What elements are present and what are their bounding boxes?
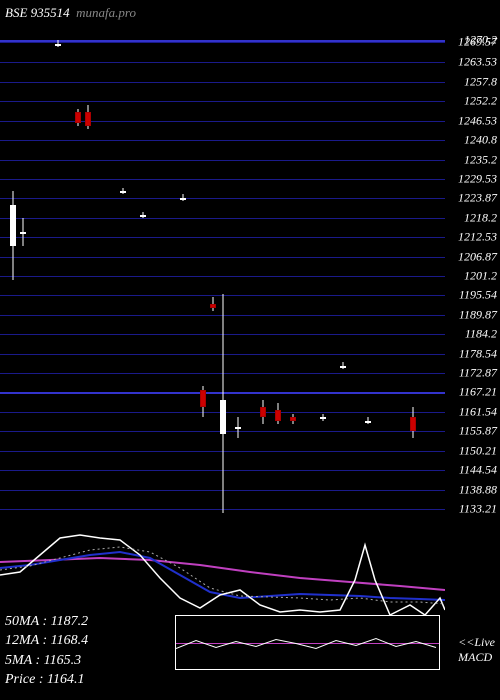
magenta-line xyxy=(0,558,445,590)
chart-header: BSE 935514 munafa.pro xyxy=(5,5,136,21)
y-axis-label: 1161.54 xyxy=(459,404,497,419)
y-axis-label: 1263.53 xyxy=(458,55,497,70)
white-line xyxy=(0,535,445,615)
y-axis-label: 1178.54 xyxy=(459,346,497,361)
y-axis-label: 1201.2 xyxy=(464,269,497,284)
y-axis-label: 1235.2 xyxy=(464,152,497,167)
gridline xyxy=(0,198,445,199)
y-axis-label: 1138.88 xyxy=(459,482,497,497)
y-axis-label: 1218.2 xyxy=(464,210,497,225)
gridline xyxy=(0,42,445,43)
y-axis-label: 1133.21 xyxy=(459,502,497,517)
y-axis-label: 1223.87 xyxy=(458,191,497,206)
y-axis-label: 1150.21 xyxy=(459,443,497,458)
gridline xyxy=(0,276,445,277)
y-axis-label: 1269.57 xyxy=(458,34,497,49)
ticker-label: 935514 xyxy=(31,5,70,20)
gridline xyxy=(0,237,445,238)
y-axis-label: 1155.87 xyxy=(459,424,497,439)
ma5-row: 5MA : 1165.3 xyxy=(5,651,88,671)
gridline xyxy=(0,257,445,258)
price-chart: 1270.21269.571263.531257.81252.21246.531… xyxy=(0,30,500,520)
ma12-row: 12MA : 1168.4 xyxy=(5,631,88,651)
info-panel: 50MA : 1187.2 12MA : 1168.4 5MA : 1165.3… xyxy=(5,612,88,690)
gridline xyxy=(0,140,445,141)
macd-signal-line xyxy=(176,639,436,649)
blue-line xyxy=(0,552,445,600)
y-axis-label: 1172.87 xyxy=(459,366,497,381)
y-axis-label: 1189.87 xyxy=(459,307,497,322)
y-axis-label: 1144.54 xyxy=(459,463,497,478)
gridline xyxy=(0,160,445,161)
macd-panel xyxy=(175,615,440,670)
y-axis-label: 1240.8 xyxy=(464,133,497,148)
y-axis-label: 1167.21 xyxy=(459,385,497,400)
y-axis-label: 1246.53 xyxy=(458,113,497,128)
gridline xyxy=(0,218,445,219)
y-axis-label: 1184.2 xyxy=(465,327,497,342)
gridline xyxy=(0,101,445,102)
gridline xyxy=(0,179,445,180)
y-axis-label: 1229.53 xyxy=(458,171,497,186)
y-axis-label: 1212.53 xyxy=(458,230,497,245)
source-label: munafa.pro xyxy=(76,5,136,20)
exchange-label: BSE xyxy=(5,5,27,20)
y-axis-label: 1206.87 xyxy=(458,249,497,264)
price-row: Price : 1164.1 xyxy=(5,670,88,690)
y-axis-label: 1257.8 xyxy=(464,75,497,90)
gridline xyxy=(0,82,445,83)
ma50-row: 50MA : 1187.2 xyxy=(5,612,88,632)
gridline xyxy=(0,121,445,122)
macd-label: <<Live MACD xyxy=(458,635,495,665)
y-axis-label: 1252.2 xyxy=(464,94,497,109)
y-axis-label: 1195.54 xyxy=(459,288,497,303)
gridline xyxy=(0,62,445,63)
